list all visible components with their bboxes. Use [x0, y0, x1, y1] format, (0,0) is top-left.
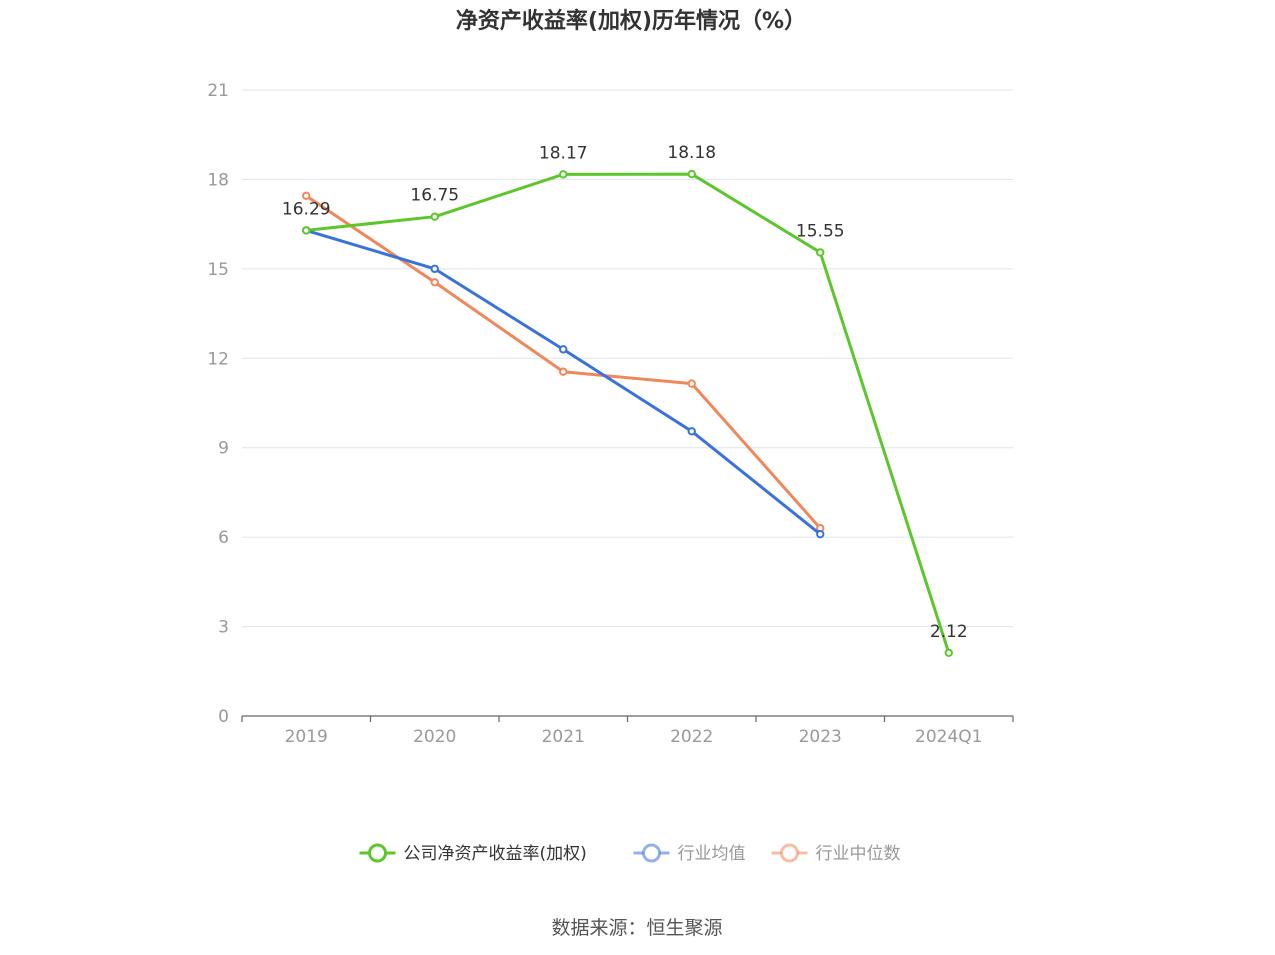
data-label: 18.18 — [667, 143, 716, 163]
legend-swatch-marker — [368, 843, 387, 863]
chart-title: 净资产收益率(加权)历年情况（%） — [456, 8, 806, 34]
data-point — [430, 212, 439, 221]
data-point — [302, 226, 311, 235]
x-tick-label: 2020 — [413, 727, 456, 747]
series-line — [306, 172, 951, 654]
x-tick-label: 2023 — [799, 727, 842, 747]
legend-label: 行业均值 — [678, 844, 746, 864]
y-tick-label: 18 — [207, 170, 229, 190]
series-lines — [302, 169, 953, 658]
data-label: 15.55 — [796, 221, 845, 241]
y-tick-label: 12 — [207, 349, 229, 369]
source-note: 数据来源：恒生聚源 — [551, 917, 722, 939]
data-point — [687, 379, 696, 388]
x-axis: 2019 2020 2021 2022 2023 2024Q1 — [241, 715, 1014, 747]
x-tick-label: 2021 — [542, 727, 585, 747]
legend-item[interactable]: 行业中位数 — [771, 843, 901, 864]
legend[interactable]: 公司净资产收益率(加权) 行业均值 行业中位数 — [359, 843, 901, 864]
data-point — [687, 169, 696, 179]
series-line — [305, 194, 822, 530]
data-point — [687, 427, 696, 436]
y-tick-label: 6 — [218, 528, 229, 548]
data-point — [559, 367, 568, 376]
legend-item[interactable]: 公司净资产收益率(加权) — [359, 843, 587, 864]
data-label: 18.17 — [539, 143, 588, 163]
x-tick-label: 2022 — [670, 727, 713, 747]
data-label: 16.29 — [282, 199, 331, 219]
data-point — [559, 170, 568, 179]
data-point — [816, 248, 825, 257]
y-tick-label: 21 — [207, 81, 229, 101]
data-label: 2.12 — [930, 622, 968, 642]
x-tick-label: 2019 — [285, 727, 328, 747]
data-label: 16.75 — [410, 186, 459, 206]
legend-item[interactable]: 行业均值 — [633, 843, 746, 864]
data-point — [944, 648, 953, 658]
grid-lines: 0 3 6 9 12 15 18 21 — [207, 81, 1013, 727]
y-tick-label: 15 — [207, 260, 229, 280]
y-tick-label: 3 — [218, 618, 229, 638]
series-line — [305, 228, 822, 536]
data-point — [559, 345, 568, 354]
legend-swatch-marker — [642, 843, 661, 863]
y-tick-label: 9 — [218, 439, 229, 459]
data-point — [430, 264, 439, 274]
data-labels: 16.29 16.75 18.17 18.18 15.55 2.12 — [282, 143, 968, 642]
legend-label: 行业中位数 — [816, 844, 901, 864]
data-point — [430, 278, 439, 287]
data-point — [816, 529, 825, 539]
legend-label: 公司净资产收益率(加权) — [404, 844, 587, 864]
x-tick-label: 2024Q1 — [915, 727, 982, 747]
data-point — [302, 191, 311, 201]
y-tick-label: 0 — [218, 707, 229, 727]
legend-swatch-marker — [780, 843, 799, 863]
